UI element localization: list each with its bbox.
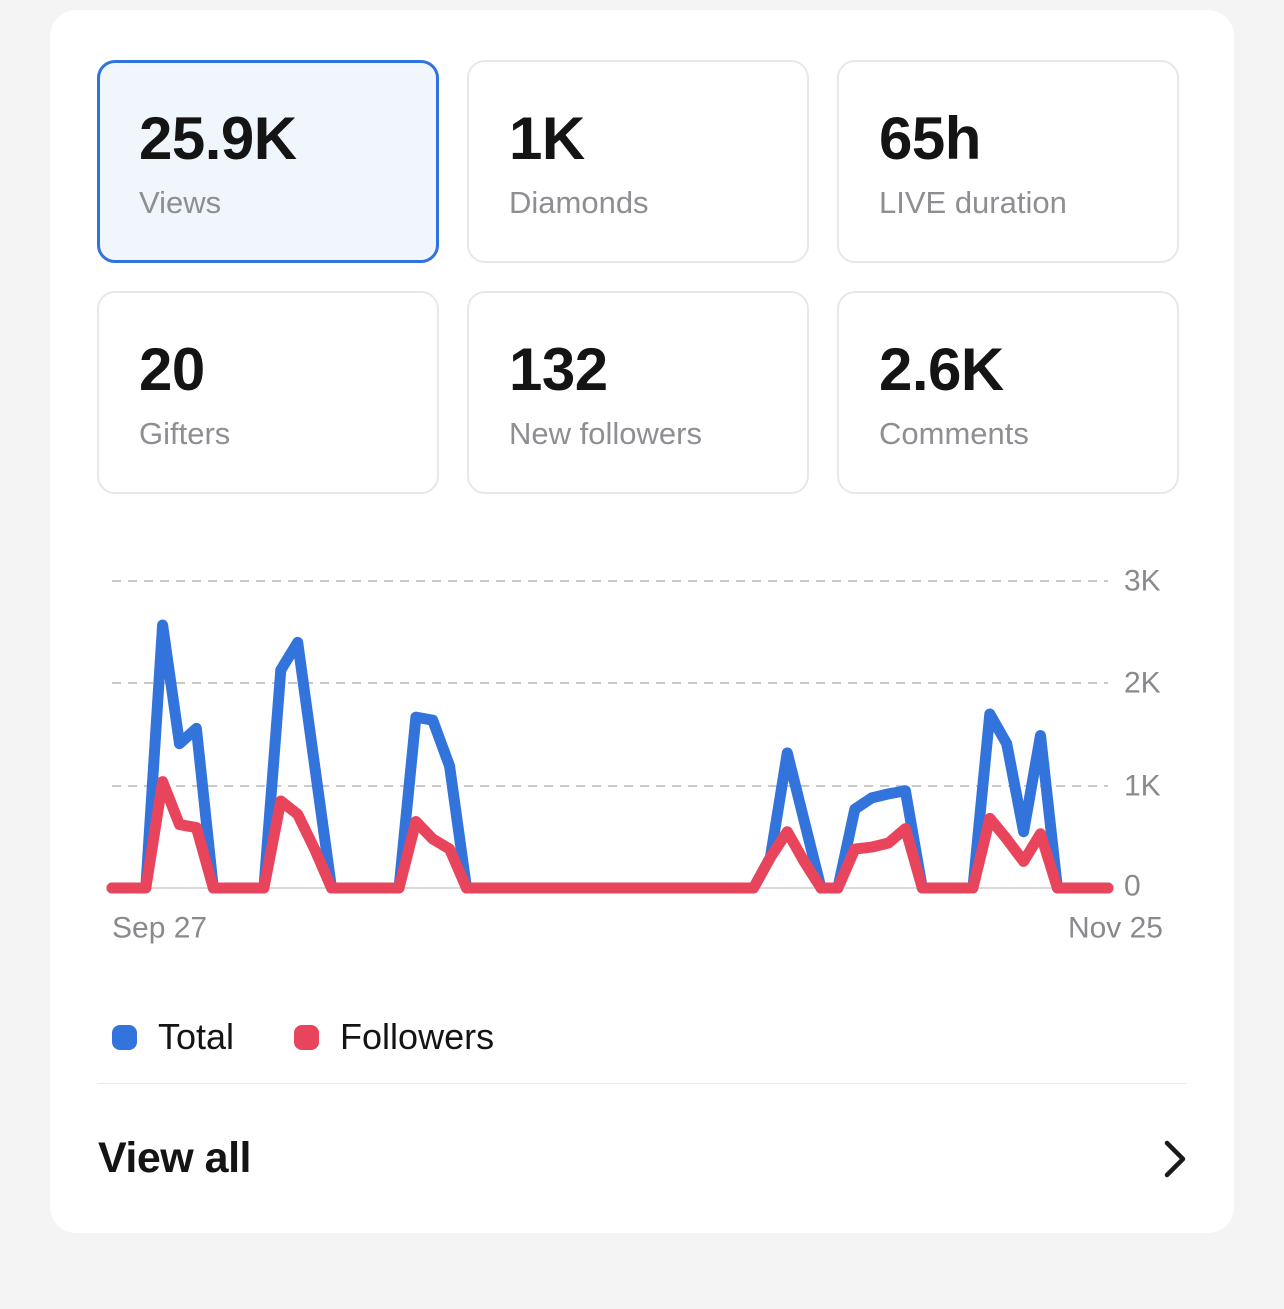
legend-item-total: Total [112, 1016, 234, 1058]
comments-label: Comments [879, 416, 1029, 451]
followers-legend-label: Followers [340, 1016, 495, 1057]
live-duration-value: 65h [879, 105, 981, 172]
x-label-end: Nov 25 [1068, 912, 1163, 945]
y-tick-1k: 1K [1124, 770, 1161, 803]
live-duration-label: LIVE duration [879, 185, 1067, 220]
followers-line [106, 776, 1114, 894]
chart-legend: Total Followers [112, 1016, 494, 1058]
total-line [106, 619, 1114, 894]
followers-legend-swatch-icon [294, 1024, 320, 1050]
new-followers-label: New followers [509, 416, 702, 451]
total-legend-swatch-icon [112, 1024, 137, 1050]
analytics-panel: 25.9K Views 1K Diamonds 65h LIVE duratio… [50, 10, 1234, 1233]
stat-card-new-followers[interactable]: 132 New followers [467, 291, 809, 494]
stat-card-comments[interactable]: 2.6K Comments [837, 291, 1179, 494]
new-followers-value: 132 [509, 336, 608, 403]
gifters-label: Gifters [139, 416, 231, 451]
stat-card-diamonds[interactable]: 1K Diamonds [467, 60, 809, 263]
y-tick-3k: 3K [1124, 565, 1161, 598]
stat-card-gifters[interactable]: 20 Gifters [97, 291, 439, 494]
divider [98, 1083, 1186, 1084]
stat-card-views[interactable]: 25.9K Views [97, 60, 439, 263]
chevron-right-icon [1164, 1140, 1186, 1177]
analytics-line-chart: 3K 2K 1K 0 Sep 27 Nov 25 [106, 565, 1163, 945]
total-legend-label: Total [158, 1016, 235, 1057]
diamonds-label: Diamonds [509, 185, 649, 220]
comments-value: 2.6K [879, 336, 1004, 403]
gifters-value: 20 [139, 336, 205, 403]
legend-item-followers: Followers [294, 1016, 494, 1058]
x-label-start: Sep 27 [112, 912, 207, 945]
stats-grid: 25.9K Views 1K Diamonds 65h LIVE duratio… [97, 60, 1187, 494]
views-value: 25.9K [139, 105, 297, 172]
views-label: Views [139, 185, 222, 220]
y-tick-2k: 2K [1124, 667, 1161, 700]
view-all-label: View all [98, 1134, 251, 1182]
y-tick-0: 0 [1124, 870, 1141, 903]
view-all-button[interactable]: View all [50, 1084, 1234, 1233]
stat-card-live-duration[interactable]: 65h LIVE duration [837, 60, 1179, 263]
diamonds-value: 1K [509, 105, 585, 172]
